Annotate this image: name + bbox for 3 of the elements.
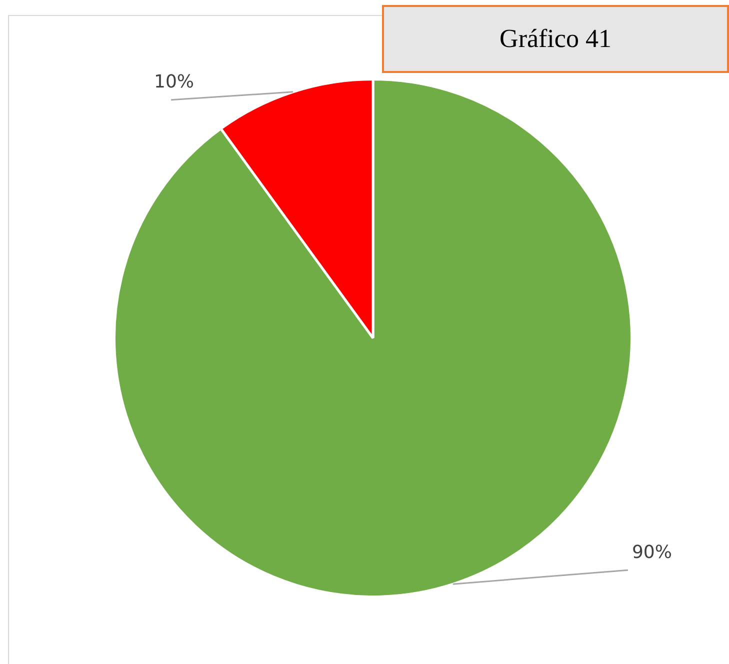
data-label: 10%: [154, 72, 194, 93]
data-label: 90%: [632, 542, 672, 563]
chart-title: Gráfico 41: [382, 5, 729, 73]
